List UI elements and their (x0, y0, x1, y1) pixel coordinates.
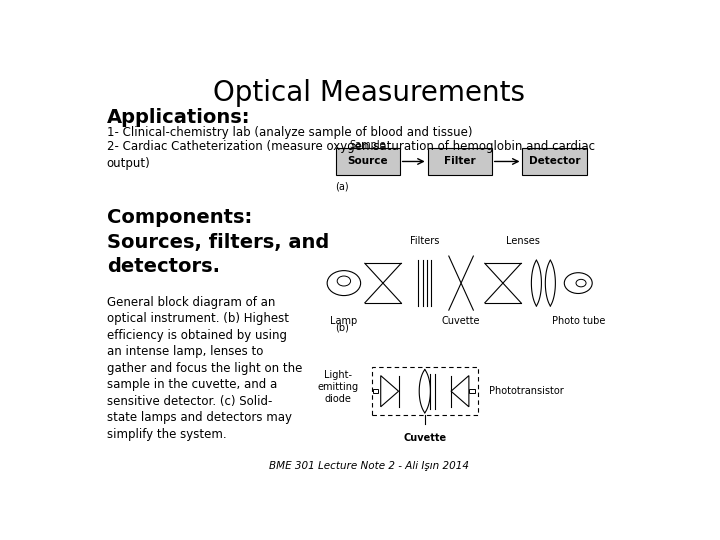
Text: (a): (a) (336, 181, 349, 191)
Text: Optical Measurements: Optical Measurements (213, 79, 525, 107)
Text: Components:
Sources, filters, and
detectors.: Components: Sources, filters, and detect… (107, 208, 329, 276)
Text: Lamp: Lamp (330, 316, 358, 326)
Text: BME 301 Lecture Note 2 - Ali Işın 2014: BME 301 Lecture Note 2 - Ali Işın 2014 (269, 462, 469, 471)
Text: Cuvette: Cuvette (442, 316, 480, 326)
Text: Filter: Filter (444, 157, 475, 166)
FancyBboxPatch shape (336, 148, 400, 175)
Text: Light-
emitting
diode: Light- emitting diode (318, 370, 359, 404)
Text: Lenses: Lenses (505, 235, 539, 246)
FancyBboxPatch shape (428, 148, 492, 175)
Text: Phototransistor: Phototransistor (489, 386, 564, 396)
FancyBboxPatch shape (372, 367, 478, 415)
FancyBboxPatch shape (469, 389, 475, 393)
FancyBboxPatch shape (523, 148, 587, 175)
Text: 1- Clinical-chemistry lab (analyze sample of blood and tissue): 1- Clinical-chemistry lab (analyze sampl… (107, 126, 472, 139)
Text: Sample: Sample (349, 140, 386, 150)
Text: Detector: Detector (528, 157, 580, 166)
FancyBboxPatch shape (373, 389, 379, 393)
Text: Applications:: Applications: (107, 109, 251, 127)
Text: Filters: Filters (410, 235, 439, 246)
Text: (b): (b) (336, 322, 349, 333)
Text: Photo tube: Photo tube (552, 316, 605, 326)
Text: 2- Cardiac Catheterization (measure oxygen saturation of hemoglobin and cardiac
: 2- Cardiac Catheterization (measure oxyg… (107, 140, 595, 170)
Text: Cuvette: Cuvette (403, 433, 446, 443)
Text: Source: Source (347, 157, 388, 166)
Text: General block diagram of an
optical instrument. (b) Highest
efficiency is obtain: General block diagram of an optical inst… (107, 295, 302, 441)
